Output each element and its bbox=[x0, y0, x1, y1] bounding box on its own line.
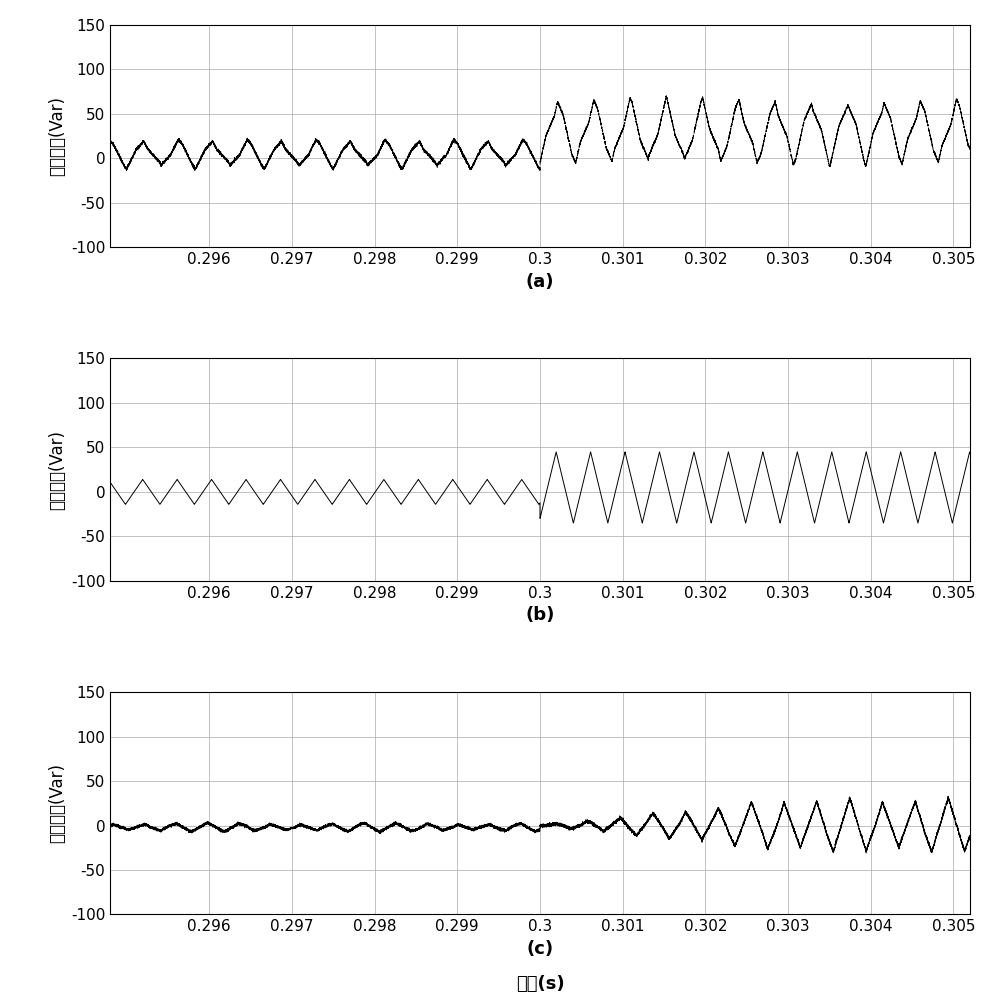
Y-axis label: 无功功率(Var): 无功功率(Var) bbox=[49, 763, 67, 843]
X-axis label: (c): (c) bbox=[526, 940, 554, 958]
X-axis label: (b): (b) bbox=[525, 606, 555, 624]
Y-axis label: 无功功率(Var): 无功功率(Var) bbox=[49, 429, 67, 510]
Text: 时间(s): 时间(s) bbox=[516, 975, 564, 993]
Y-axis label: 无功功率(Var): 无功功率(Var) bbox=[49, 96, 67, 176]
X-axis label: (a): (a) bbox=[526, 272, 554, 290]
